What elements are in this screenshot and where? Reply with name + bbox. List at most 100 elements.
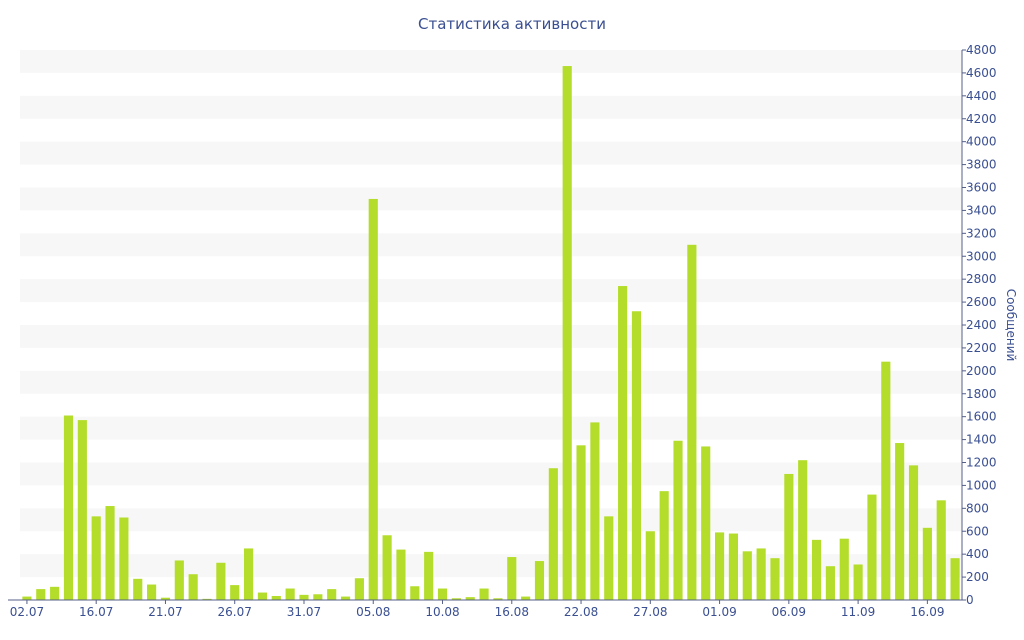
y-axis-label: Сообщений xyxy=(1004,289,1018,362)
bar xyxy=(798,460,808,600)
x-tick-label: 02.07 xyxy=(10,605,44,619)
bar xyxy=(340,596,351,600)
x-tick-label: 26.07 xyxy=(218,605,252,619)
bar xyxy=(784,473,794,600)
bar xyxy=(63,415,74,600)
x-tick-label: 16.08 xyxy=(495,605,529,619)
bar xyxy=(216,562,226,600)
bar xyxy=(507,557,517,600)
y-tick-label: 4600 xyxy=(966,66,997,80)
y-tick-label: 0 xyxy=(966,593,974,607)
bar xyxy=(313,594,323,600)
bar xyxy=(285,588,295,600)
y-tick-label: 3000 xyxy=(966,249,997,263)
bar xyxy=(908,465,919,600)
bar xyxy=(576,445,586,600)
y-tick-label: 800 xyxy=(966,501,989,515)
bar xyxy=(257,592,267,600)
bar xyxy=(922,527,932,600)
bar xyxy=(631,311,642,600)
bar xyxy=(853,564,863,600)
x-tick-label: 11.09 xyxy=(841,605,875,619)
bar xyxy=(50,586,60,600)
y-tick-label: 2200 xyxy=(966,341,997,355)
bar xyxy=(881,361,891,600)
bar-series xyxy=(22,66,960,601)
x-tick-label: 27.08 xyxy=(633,605,667,619)
bar xyxy=(728,533,738,600)
grid-band xyxy=(20,233,962,257)
bar xyxy=(327,589,337,600)
bar xyxy=(687,244,697,600)
bar xyxy=(160,597,171,600)
bar xyxy=(839,538,849,600)
bar xyxy=(936,500,946,600)
bar xyxy=(119,517,129,600)
bar xyxy=(715,532,725,600)
x-tick-label: 01.09 xyxy=(702,605,736,619)
x-tick-label: 06.09 xyxy=(772,605,806,619)
bar xyxy=(437,588,448,600)
chart-title: Статистика активности xyxy=(418,15,606,33)
bar xyxy=(244,548,254,600)
bar xyxy=(756,548,766,600)
bar xyxy=(105,506,115,600)
grid-band xyxy=(20,462,962,486)
grid-band xyxy=(20,370,962,394)
y-tick-label: 200 xyxy=(966,570,989,584)
bar xyxy=(147,584,157,600)
bar xyxy=(562,66,572,600)
bar xyxy=(368,198,378,601)
y-tick-label: 4200 xyxy=(966,112,997,126)
bar xyxy=(659,491,669,600)
grid-band xyxy=(20,50,962,73)
bar xyxy=(230,585,240,600)
bar xyxy=(895,443,905,600)
bar xyxy=(825,566,835,600)
bar xyxy=(77,420,87,600)
bar xyxy=(382,535,392,600)
bar xyxy=(36,589,46,600)
grid-band xyxy=(20,279,962,303)
x-tick-label: 31.07 xyxy=(287,605,321,619)
bar xyxy=(645,531,655,600)
bar xyxy=(548,468,558,600)
bar xyxy=(590,422,600,600)
y-tick-label: 1800 xyxy=(966,387,997,401)
y-tick-label: 400 xyxy=(966,547,989,561)
bar xyxy=(867,494,877,600)
y-tick-label: 4400 xyxy=(966,89,997,103)
grid-band xyxy=(20,508,962,532)
bar xyxy=(188,574,198,600)
bar xyxy=(479,588,489,600)
bar xyxy=(22,596,32,600)
y-tick-label: 2400 xyxy=(966,318,997,332)
bar xyxy=(91,516,101,600)
y-tick-label: 600 xyxy=(966,524,989,538)
bar xyxy=(424,551,434,600)
bar xyxy=(950,558,960,600)
y-tick-label: 4800 xyxy=(966,43,997,57)
bar xyxy=(271,595,281,600)
bar xyxy=(618,286,628,600)
grid-band xyxy=(20,141,962,165)
bar xyxy=(770,558,780,600)
grid-band xyxy=(20,187,962,211)
bar xyxy=(811,539,822,600)
x-tick-label: 05.08 xyxy=(356,605,390,619)
x-tick-label: 21.07 xyxy=(148,605,182,619)
x-tick-label: 16.09 xyxy=(910,605,944,619)
x-axis: 02.07 16.07 21.07 26.07 31.07 05.08 10.08 16.08… xyxy=(8,599,962,619)
bar xyxy=(354,578,364,600)
grid-band xyxy=(20,416,962,440)
bar xyxy=(299,594,309,600)
y-tick-label: 2600 xyxy=(966,295,997,309)
bar xyxy=(534,561,545,600)
bar xyxy=(410,586,420,600)
y-tick-label: 1600 xyxy=(966,410,997,424)
bar xyxy=(673,440,683,600)
y-tick-label: 3600 xyxy=(966,181,997,195)
bar xyxy=(465,597,475,600)
grid-band xyxy=(20,325,962,348)
